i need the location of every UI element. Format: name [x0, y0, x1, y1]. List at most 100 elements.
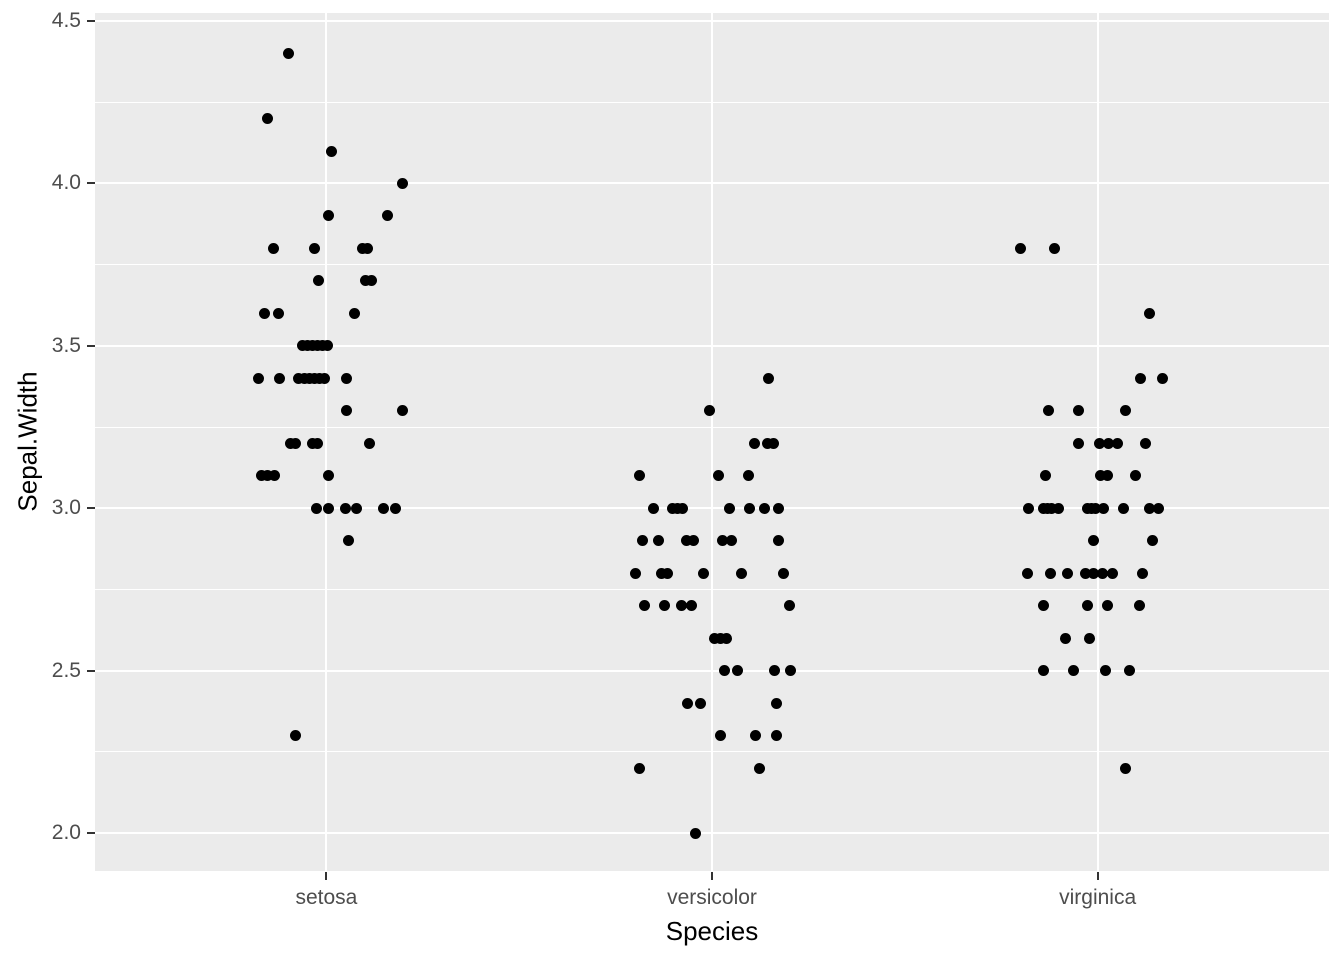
data-point-versicolor: [675, 600, 687, 612]
data-point-setosa: [318, 372, 330, 384]
data-point-setosa: [377, 502, 389, 514]
y-tick-label: 3.5: [51, 333, 81, 357]
data-point-virginica: [1040, 470, 1052, 482]
data-point-virginica: [1088, 567, 1100, 579]
data-point-versicolor: [777, 567, 789, 579]
data-point-versicolor: [685, 600, 697, 612]
x-tick-mark: [711, 872, 713, 880]
data-point-virginica: [1100, 665, 1112, 677]
data-point-versicolor: [647, 502, 659, 514]
data-point-virginica: [1140, 437, 1152, 449]
data-point-setosa: [342, 535, 354, 547]
data-point-setosa: [252, 372, 264, 384]
data-point-virginica: [1090, 502, 1102, 514]
y-tick-label: 2.0: [51, 821, 81, 844]
data-point-versicolor: [753, 762, 765, 774]
data-point-virginica: [1120, 405, 1132, 417]
data-point-versicolor: [735, 567, 747, 579]
data-point-setosa: [268, 470, 280, 482]
data-point-setosa: [272, 307, 284, 319]
data-point-setosa: [261, 470, 273, 482]
data-point-versicolor: [716, 535, 728, 547]
data-point-virginica: [1084, 632, 1096, 644]
data-point-setosa: [289, 730, 301, 742]
data-point-setosa: [350, 502, 362, 514]
data-point-versicolor: [652, 535, 664, 547]
data-point-versicolor: [658, 600, 670, 612]
data-point-setosa: [325, 145, 337, 157]
data-point-setosa: [255, 470, 267, 482]
data-point-virginica: [1022, 567, 1034, 579]
data-point-versicolor: [633, 470, 645, 482]
data-point-virginica: [1068, 665, 1080, 677]
y-tick-mark: [87, 182, 95, 185]
data-point-virginica: [1153, 502, 1165, 514]
y-tick-mark: [87, 832, 95, 834]
x-tick-label: virginica: [1059, 886, 1137, 909]
data-point-setosa: [321, 340, 333, 352]
data-point-virginica: [1124, 665, 1136, 677]
data-point-setosa: [339, 502, 351, 514]
data-point-setosa: [322, 502, 334, 514]
data-point-virginica: [1144, 307, 1156, 319]
data-point-virginica: [1045, 567, 1057, 579]
data-point-versicolor: [767, 437, 779, 449]
y-tick-mark: [87, 669, 95, 672]
data-point-virginica: [1102, 600, 1114, 612]
data-point-setosa: [340, 372, 352, 384]
data-point-setosa: [292, 372, 304, 384]
data-point-virginica: [1082, 600, 1094, 612]
gridline-major-v: [325, 13, 328, 871]
data-point-virginica: [1147, 535, 1159, 547]
data-point-virginica: [1080, 567, 1092, 579]
data-point-setosa: [261, 113, 273, 125]
data-point-versicolor: [772, 535, 784, 547]
data-point-versicolor: [748, 437, 760, 449]
y-tick-mark: [87, 507, 95, 510]
data-point-virginica: [1062, 567, 1074, 579]
y-tick-label: 4.5: [51, 9, 81, 33]
data-point-versicolor: [703, 405, 715, 417]
y-tick-label: 3.0: [51, 496, 81, 520]
data-point-setosa: [308, 242, 320, 254]
data-point-virginica: [1073, 405, 1085, 417]
y-tick-mark: [87, 20, 95, 23]
data-point-versicolor: [772, 502, 784, 514]
data-point-versicolor: [725, 535, 737, 547]
data-point-virginica: [1157, 372, 1169, 384]
data-point-virginica: [1103, 437, 1115, 449]
data-point-setosa: [289, 437, 301, 449]
data-point-virginica: [1088, 535, 1100, 547]
data-point-virginica: [1097, 567, 1109, 579]
data-point-setosa: [396, 405, 408, 417]
data-point-setosa: [361, 242, 373, 254]
data-point-versicolor: [742, 470, 754, 482]
data-point-virginica: [1094, 437, 1106, 449]
x-tick-label: versicolor: [667, 886, 757, 909]
data-point-versicolor: [714, 632, 726, 644]
data-point-versicolor: [761, 437, 773, 449]
data-point-versicolor: [629, 567, 641, 579]
data-point-setosa: [322, 210, 334, 222]
data-point-versicolor: [770, 697, 782, 709]
data-point-versicolor: [743, 502, 755, 514]
data-point-virginica: [1049, 242, 1061, 254]
data-point-versicolor: [694, 697, 706, 709]
data-point-versicolor: [689, 827, 701, 839]
data-point-versicolor: [676, 502, 688, 514]
data-point-versicolor: [633, 762, 645, 774]
y-tick-label: 2.5: [51, 658, 81, 682]
data-point-setosa: [396, 177, 408, 189]
data-point-setosa: [340, 405, 352, 417]
data-point-versicolor: [770, 730, 782, 742]
data-point-versicolor: [758, 502, 770, 514]
data-point-versicolor: [661, 567, 673, 579]
data-point-setosa: [310, 502, 322, 514]
data-point-virginica: [1135, 372, 1147, 384]
x-tick-label: setosa: [295, 886, 358, 909]
data-point-virginica: [1098, 502, 1110, 514]
data-point-setosa: [389, 502, 401, 514]
data-point-virginica: [1120, 762, 1132, 774]
data-point-versicolor: [638, 600, 650, 612]
